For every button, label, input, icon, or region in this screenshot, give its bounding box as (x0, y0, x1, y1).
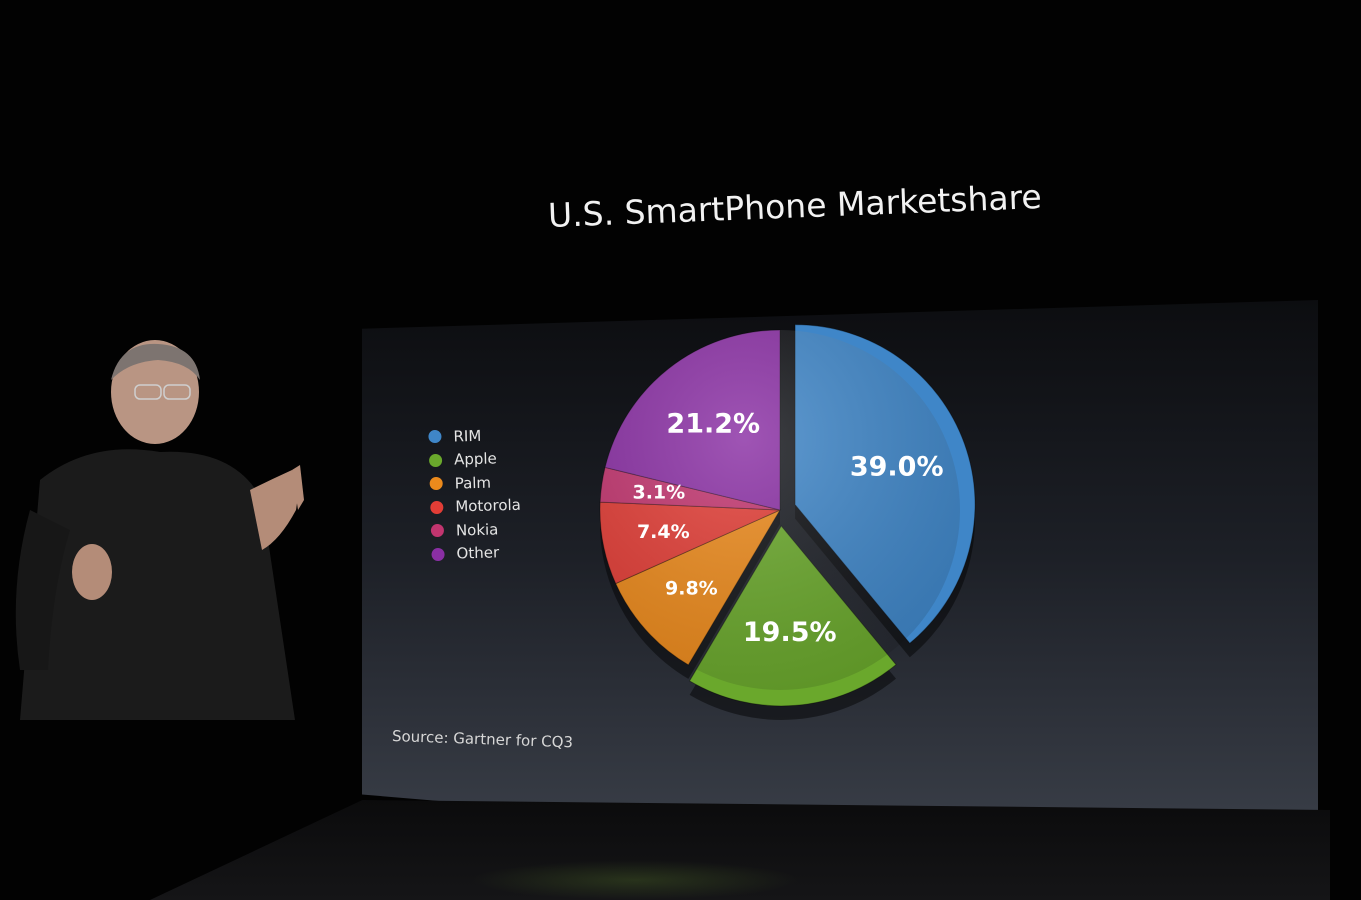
pie-label-rim: 39.0% (850, 451, 944, 482)
pie-label-nokia: 3.1% (632, 481, 685, 503)
pie-label-palm: 9.8% (665, 578, 718, 600)
pie-label-motorola: 7.4% (637, 521, 690, 543)
legend-label: Motorola (455, 496, 522, 516)
legend-swatch-rim (428, 430, 442, 444)
legend-swatch-apple (428, 453, 443, 467)
legend-item-apple: Apple (428, 446, 520, 472)
pie-chart: 39.0% 19.5% 9.8% 7.4% 3.1% 21.2% (599, 324, 976, 720)
legend-item-motorola: Motorola (430, 493, 521, 519)
presenter-silhouette (15, 340, 304, 720)
legend-swatch-other (431, 547, 445, 561)
legend-swatch-motorola (430, 500, 444, 514)
chart-legend: RIM Apple Palm Motorola Nokia Other (428, 423, 522, 566)
legend-label: Apple (453, 449, 498, 469)
floor-reflection (470, 860, 800, 900)
legend-item-palm: Palm (429, 470, 520, 496)
legend-item-nokia: Nokia (430, 517, 522, 543)
legend-item-other: Other (431, 540, 522, 566)
legend-label: Other (456, 543, 500, 563)
legend-swatch-palm (429, 477, 443, 491)
legend-label: RIM (453, 426, 482, 446)
pie-label-other: 21.2% (666, 409, 760, 440)
pie-label-apple: 19.5% (743, 617, 837, 648)
legend-label: Nokia (455, 520, 499, 540)
legend-item-rim: RIM (428, 423, 519, 449)
stage-floor (150, 800, 1330, 900)
chart-title: U.S. SmartPhone Marketshare (547, 177, 1043, 235)
legend-swatch-nokia (430, 524, 445, 538)
legend-label: Palm (454, 473, 492, 493)
